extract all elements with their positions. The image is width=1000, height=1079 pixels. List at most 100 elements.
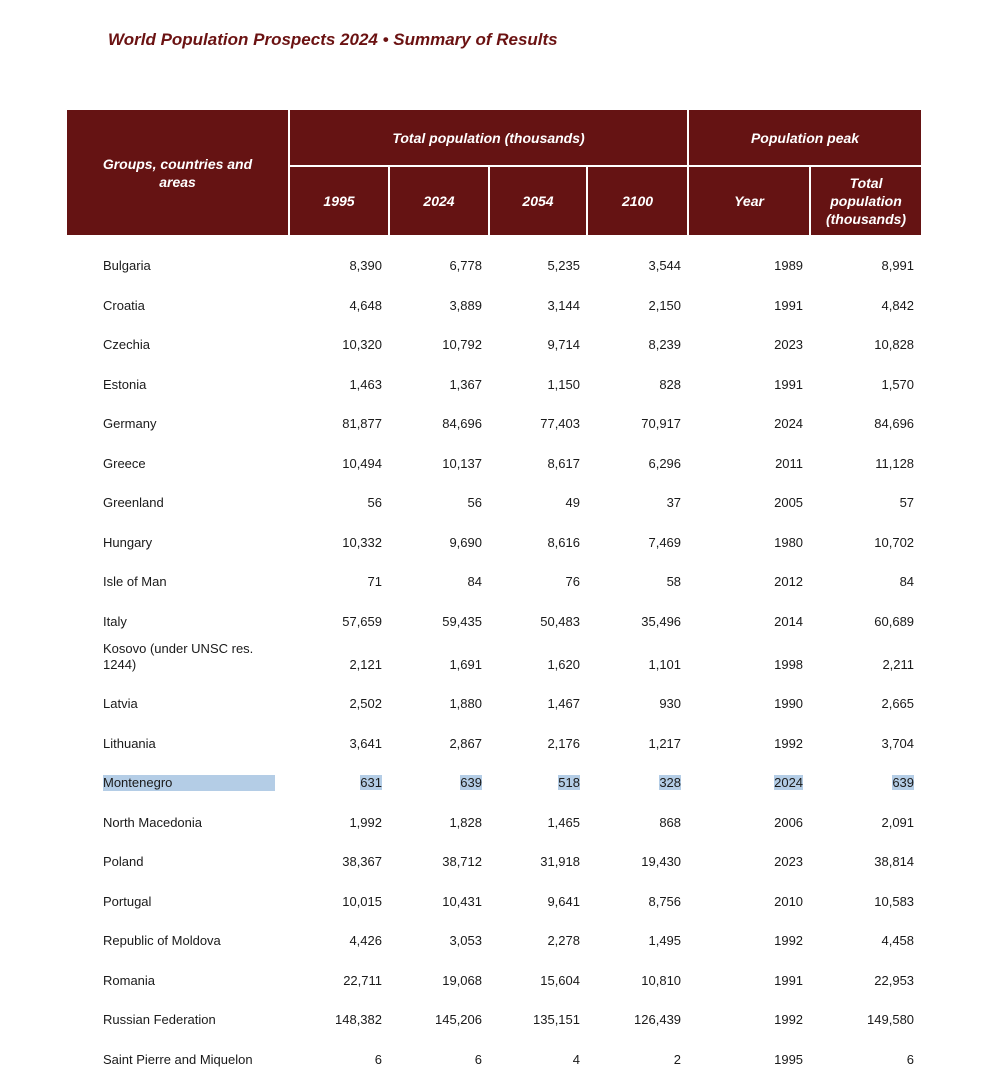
header-cell: Total population (thousands) <box>809 165 922 237</box>
value-cell: 22,711 <box>289 960 389 1000</box>
value-cell: 49 <box>489 483 587 523</box>
area-name: Kosovo (under UNSC res. 1244) <box>103 640 254 672</box>
area-name-cell: Romania <box>67 960 289 1000</box>
header-cell: Groups, countries and areas <box>67 110 290 237</box>
value-cell: 22,953 <box>810 960 921 1000</box>
cell-value: 56 <box>367 495 382 510</box>
value-cell: 1,467 <box>489 684 587 724</box>
area-name: Poland <box>103 854 144 869</box>
value-cell: 2011 <box>688 443 810 483</box>
cell-value: 8,616 <box>547 534 580 550</box>
cell-value: 145,206 <box>435 1012 482 1027</box>
value-cell: 1,691 <box>389 641 489 684</box>
cell-value: 2006 <box>774 814 804 830</box>
value-cell: 828 <box>587 364 688 404</box>
table-row: Poland 38,367 38,712 31,918 19,430 2023 38,814 <box>67 842 921 882</box>
cell-value: 1,620 <box>547 656 580 672</box>
value-cell: 10,792 <box>389 325 489 365</box>
table-row: Montenegro 631 639 518 328 2024 639 <box>67 763 921 803</box>
cell-value: 10,320 <box>342 337 382 352</box>
value-cell: 6 <box>810 1039 921 1079</box>
value-cell: 639 <box>389 763 489 803</box>
table-row: North Macedonia 1,992 1,828 1,465 868 2006 2,0… <box>67 802 921 842</box>
value-cell: 84,696 <box>810 404 921 444</box>
cell-value: 10,332 <box>342 534 382 550</box>
cell-value: 6,778 <box>449 258 482 273</box>
cell-value: 84,696 <box>874 416 915 431</box>
value-cell: 10,494 <box>289 443 389 483</box>
cell-value: 2024 <box>774 775 804 790</box>
area-name: Isle of Man <box>103 574 167 589</box>
cell-value: 1,495 <box>648 933 682 948</box>
value-cell: 81,877 <box>289 404 389 444</box>
value-cell: 2012 <box>688 562 810 602</box>
cell-value: 58 <box>666 574 682 589</box>
header-cell: 2054 <box>488 165 588 237</box>
cell-value: 3,889 <box>449 297 482 313</box>
cell-value: 2,867 <box>449 735 482 751</box>
value-cell: 930 <box>587 684 688 724</box>
value-cell: 639 <box>810 763 921 803</box>
cell-value: 4,458 <box>881 933 915 948</box>
value-cell: 8,617 <box>489 443 587 483</box>
value-cell: 60,689 <box>810 601 921 641</box>
cell-value: 3,053 <box>449 933 482 948</box>
cell-value: 9,641 <box>547 893 580 909</box>
value-cell: 9,690 <box>389 522 489 562</box>
value-cell: 4,426 <box>289 921 389 961</box>
value-cell: 11,128 <box>810 443 921 483</box>
table-row: Greece 10,494 10,137 8,617 6,296 2011 11,128 <box>67 443 921 483</box>
table-row: Isle of Man 71 84 76 58 2012 84 <box>67 562 921 602</box>
cell-value: 1,880 <box>449 696 482 711</box>
value-cell: 868 <box>587 802 688 842</box>
value-cell: 1992 <box>688 723 810 763</box>
cell-value: 1995 <box>774 1051 804 1067</box>
area-name: Portugal <box>103 893 152 909</box>
area-name-cell: Kosovo (under UNSC res. 1244) <box>67 641 289 684</box>
cell-value: 77,403 <box>540 416 580 431</box>
value-cell: 4,842 <box>810 285 921 325</box>
cell-value: 1,570 <box>881 376 915 392</box>
table-row: Republic of Moldova 4,426 3,053 2,278 1,495 1… <box>67 921 921 961</box>
table-row: Croatia 4,648 3,889 3,144 2,150 1991 4,842 <box>67 285 921 325</box>
value-cell: 57,659 <box>289 601 389 641</box>
cell-value: 1980 <box>774 534 804 550</box>
cell-value: 1,691 <box>449 656 482 672</box>
area-name: Croatia <box>103 297 145 313</box>
cell-value: 868 <box>659 814 682 830</box>
cell-value: 19,430 <box>641 854 682 869</box>
area-name-cell: Estonia <box>67 364 289 404</box>
cell-value: 126,439 <box>634 1012 682 1027</box>
value-cell: 1,217 <box>587 723 688 763</box>
area-name-cell: Czechia <box>67 325 289 365</box>
value-cell: 71 <box>289 562 389 602</box>
cell-value: 49 <box>565 495 580 510</box>
value-cell: 37 <box>587 483 688 523</box>
cell-value: 10,431 <box>442 893 482 909</box>
value-cell: 3,544 <box>587 236 688 285</box>
value-cell: 3,053 <box>389 921 489 961</box>
area-name-cell: Latvia <box>67 684 289 724</box>
value-cell: 19,068 <box>389 960 489 1000</box>
value-cell: 2023 <box>688 842 810 882</box>
value-cell: 2014 <box>688 601 810 641</box>
value-cell: 77,403 <box>489 404 587 444</box>
cell-value: 2,665 <box>881 696 915 711</box>
table-row: Russian Federation 148,382 145,206 135,151 1… <box>67 1000 921 1040</box>
area-name: Czechia <box>103 337 150 352</box>
cell-value: 1,367 <box>449 376 482 392</box>
area-name-cell: Poland <box>67 842 289 882</box>
cell-value: 50,483 <box>540 613 580 629</box>
cell-value: 2010 <box>774 893 804 909</box>
table-body: Bulgaria 8,390 6,778 5,235 3,544 1989 8,991 Cro… <box>67 236 921 1079</box>
value-cell: 1991 <box>688 285 810 325</box>
cell-value: 1,465 <box>547 814 580 830</box>
cell-value: 2023 <box>774 854 804 869</box>
table-row: Hungary 10,332 9,690 8,616 7,469 1980 10,702 <box>67 522 921 562</box>
area-name: Republic of Moldova <box>103 933 221 948</box>
population-table: Groups, countries and areas Total popula… <box>67 110 922 1079</box>
value-cell: 1991 <box>688 960 810 1000</box>
cell-value: 1992 <box>774 1012 804 1027</box>
cell-value: 19,068 <box>442 972 482 988</box>
cell-value: 10,015 <box>342 893 382 909</box>
